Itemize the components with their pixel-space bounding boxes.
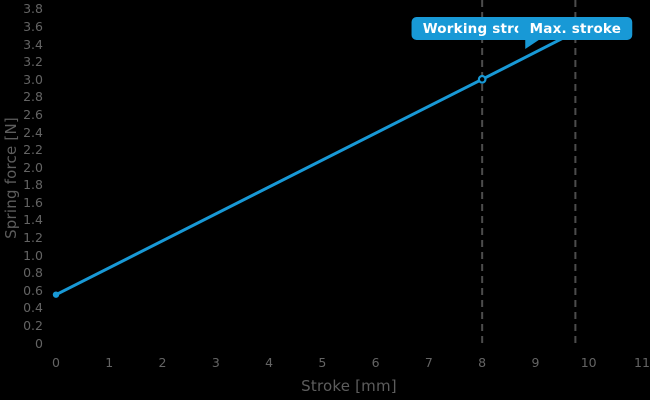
y-tick-label: 2.8	[23, 89, 43, 105]
y-tick-label: 2.2	[23, 142, 43, 158]
spring-force-line	[55, 30, 577, 296]
data-point-marker	[52, 291, 60, 298]
y-tick-label: 3.2	[23, 54, 43, 70]
x-tick-label: 4	[265, 355, 274, 370]
max-stroke-badge-label: Max. stroke	[529, 20, 622, 37]
y-tick-label: 3.8	[23, 1, 43, 17]
working-stroke-badge: Working stroke	[411, 17, 553, 40]
x-tick-label: 6	[371, 355, 380, 370]
y-tick-label: 1.8	[23, 177, 43, 193]
x-tick-label: 2	[158, 355, 167, 370]
x-tick-label: 11	[634, 355, 650, 370]
x-axis-title: Stroke [mm]	[301, 377, 397, 395]
y-tick-label: 3.0	[23, 71, 43, 87]
x-tick-label: 5	[318, 355, 327, 370]
x-tick-label: 0	[52, 355, 60, 370]
x-tick-label: 1	[105, 355, 114, 370]
y-tick-label: 1.2	[23, 230, 43, 246]
y-tick-label: 0.4	[23, 300, 43, 316]
y-tick-label: 0	[35, 335, 43, 351]
x-tick-label: 10	[580, 355, 597, 370]
y-tick-label: 2.0	[23, 159, 43, 175]
y-tick-label: 1.0	[23, 247, 43, 263]
x-tick-label: 7	[424, 355, 433, 370]
x-tick-label: 8	[478, 355, 487, 370]
working-stroke-badge-label: Working stroke	[422, 20, 542, 37]
data-point-marker	[477, 74, 487, 84]
max-stroke-badge: Max. stroke	[518, 17, 633, 49]
x-tick-label: 3	[211, 355, 220, 370]
y-tick-label: 3.4	[23, 36, 43, 52]
y-tick-label: 0.6	[23, 282, 43, 298]
y-tick-label: 0.8	[23, 265, 43, 281]
y-tick-label: 2.4	[23, 124, 43, 140]
y-tick-label: 3.6	[23, 19, 43, 35]
y-tick-label: 2.6	[23, 106, 43, 122]
x-tick-label: 9	[531, 355, 540, 370]
badge-tail	[525, 39, 541, 49]
y-tick-label: 1.4	[23, 212, 43, 228]
y-tick-label: 1.6	[23, 194, 43, 210]
y-tick-label: 0.2	[23, 317, 43, 333]
